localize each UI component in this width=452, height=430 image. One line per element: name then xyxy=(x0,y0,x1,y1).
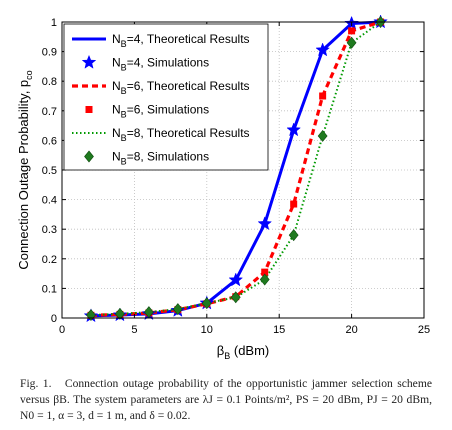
legend-label-4: NB=8, Theoretical Results xyxy=(112,126,250,143)
series-markers xyxy=(83,14,388,323)
data-point-5-7 xyxy=(288,229,299,242)
legend-label-2: NB=6, Theoretical Results xyxy=(112,79,250,96)
y-tick-label: 0.5 xyxy=(42,165,57,177)
caption-label: Fig. 1. xyxy=(20,377,52,390)
x-tick-label: 15 xyxy=(273,324,285,336)
caption-text: Connection outage probability of the opp… xyxy=(20,377,432,422)
series-line-2 xyxy=(90,20,382,317)
x-axis-label: βB (dBm) xyxy=(217,343,270,361)
data-point-5-6 xyxy=(259,273,270,286)
data-point-5-3 xyxy=(172,303,183,316)
data-point-3-6 xyxy=(261,268,269,276)
y-tick-label: 0.4 xyxy=(42,195,57,207)
y-tick-label: 0.7 xyxy=(42,106,57,118)
data-point-5-9 xyxy=(346,36,357,49)
data-point-3-7 xyxy=(290,200,298,208)
data-point-1-6 xyxy=(257,216,273,231)
data-point-1-8 xyxy=(315,42,330,57)
data-point-5-4 xyxy=(201,297,212,310)
legend-swatch-3 xyxy=(85,106,93,113)
x-tick-label: 20 xyxy=(345,324,357,336)
legend: NB=4, Theoretical Results NB=4, Simulatio… xyxy=(63,23,269,171)
y-tick-label: 0.6 xyxy=(42,135,57,147)
y-tick-label: 0.2 xyxy=(42,254,57,266)
outage-probability-chart: 0 5 10 15 20 25 0 0.1 0.2 0.3 0.4 0.5 0.6 0.7 0.8 0.9 1… xyxy=(16,14,430,361)
data-point-1-5 xyxy=(228,272,244,287)
x-axis-ticks: 0 5 10 15 20 25 xyxy=(59,22,430,336)
data-point-1-7 xyxy=(286,122,301,137)
y-axis-label: Connection Outage Probability, pco xyxy=(16,70,34,269)
figure-caption: Fig. 1. Connection outage probability of… xyxy=(20,376,432,424)
data-point-5-1 xyxy=(115,307,125,320)
y-tick-label: 1 xyxy=(51,17,57,29)
series-line-4 xyxy=(90,21,382,316)
y-tick-label: 0.1 xyxy=(42,283,57,295)
y-tick-label: 0 xyxy=(51,313,57,325)
y-tick-label: 0.9 xyxy=(42,47,57,59)
legend-box xyxy=(63,23,269,171)
legend-label-3: NB=6, Simulations xyxy=(112,103,209,120)
x-tick-label: 10 xyxy=(201,324,213,336)
data-point-3-9 xyxy=(348,27,356,35)
legend-label-5: NB=8, Simulations xyxy=(112,150,209,167)
legend-swatch-5 xyxy=(84,150,94,163)
data-point-5-5 xyxy=(230,291,241,304)
y-tick-label: 0.8 xyxy=(42,76,57,88)
legend-label-1: NB=4, Simulations xyxy=(112,56,209,73)
y-tick-label: 0.3 xyxy=(42,224,57,236)
x-tick-label: 5 xyxy=(131,324,137,336)
y-axis-ticks: 0 0.1 0.2 0.3 0.4 0.5 0.6 0.7 0.8 0.9 1 xyxy=(42,17,424,325)
legend-swatch-1 xyxy=(81,54,97,69)
x-tick-label: 25 xyxy=(418,324,430,336)
x-tick-label: 0 xyxy=(59,324,65,336)
data-point-3-8 xyxy=(319,92,327,100)
data-point-5-8 xyxy=(317,129,328,142)
legend-label-0: NB=4, Theoretical Results xyxy=(112,32,250,49)
